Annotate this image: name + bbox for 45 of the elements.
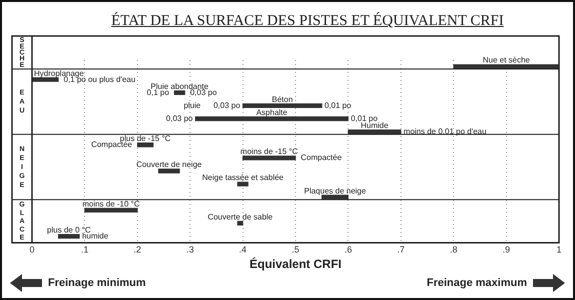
bar — [195, 116, 349, 122]
x-tick-label: .8 — [450, 244, 458, 255]
annotation: 0,03 po — [213, 100, 241, 110]
bar — [137, 142, 154, 148]
x-tick-label: .1 — [80, 244, 88, 255]
bar — [237, 182, 248, 186]
x-tick-label: .5 — [292, 244, 300, 255]
bar — [242, 156, 296, 160]
bar — [58, 234, 80, 239]
bar — [32, 77, 59, 82]
y-tick-label: Asphalte — [256, 108, 288, 117]
y-tick-label: Couverte de neige — [136, 160, 202, 170]
x-tick-label: .2 — [134, 244, 142, 255]
y-tick-label: moins de -15 °C — [240, 147, 298, 156]
bar — [242, 103, 322, 108]
text: Freinage maximum — [426, 277, 527, 289]
y-tick-label: Plaques de neige — [304, 186, 366, 196]
annotation: pluie — [184, 100, 202, 110]
text: Freinage minimum — [48, 277, 146, 289]
y-tick-label: Humide — [360, 121, 389, 130]
x-tick-label: .9 — [502, 244, 510, 255]
bar — [237, 220, 244, 226]
x-tick-label: 0 — [29, 244, 35, 255]
annotation: 0,01 po — [324, 100, 352, 110]
bar — [453, 64, 559, 69]
x-tick-label: .3 — [186, 244, 194, 255]
chart-title: ÉTAT DE LA SURFACE DES PISTES ET ÉQUIVALENT CRFI — [111, 13, 504, 29]
x-tick-label: .4 — [239, 244, 247, 255]
x-axis-title: Équivalent CRFI — [249, 257, 342, 272]
y-tick-label: Couverte de sable — [208, 212, 274, 222]
bar — [174, 90, 186, 95]
x-tick-label: 1 — [556, 244, 562, 255]
bar — [84, 208, 138, 212]
x-tick-label: .7 — [397, 244, 405, 255]
y-tick-label: Béton — [272, 94, 293, 104]
bar — [158, 168, 180, 174]
y-tick-label: Nue et sèche — [482, 56, 530, 65]
y-tick-label: Neige tassée et sablée — [202, 173, 284, 182]
annotation: 0,01 po — [350, 114, 378, 123]
annotation: Compactée — [300, 153, 342, 162]
x-tick-label: .6 — [344, 244, 352, 255]
bar — [348, 129, 402, 134]
annotation: 0,03 po — [166, 114, 194, 123]
y-tick-label: moins de -10 °C — [82, 199, 140, 208]
annotation: moins de 0,01 po d'eau — [404, 127, 486, 136]
